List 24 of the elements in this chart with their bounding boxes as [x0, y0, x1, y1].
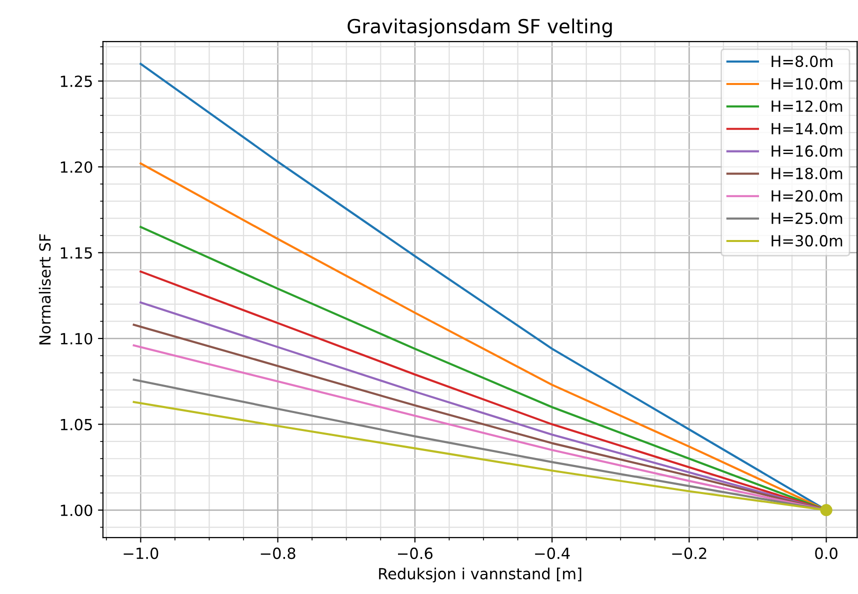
legend-label: H=18.0m — [772, 168, 842, 180]
legend-label: H=16.0m — [772, 145, 842, 157]
y-tick-label: 1.25 — [60, 76, 92, 88]
y-tick-label: 1.10 — [60, 332, 92, 345]
chart-title: Gravitasjonsdam SF velting — [348, 18, 612, 38]
legend-label: H=30.0m — [772, 235, 842, 247]
x-tick-label: −1.0 — [124, 548, 158, 560]
y-axis-title: Normalisert SF — [38, 234, 51, 344]
x-tick-label: −0.4 — [535, 548, 570, 560]
x-tick-label: −0.8 — [260, 548, 296, 560]
x-axis-title: Reduksjon i vannstand [m] — [379, 568, 582, 582]
x-tick-label: −0.6 — [398, 548, 433, 560]
legend-label: H=12.0m — [772, 100, 842, 112]
y-tick-label: 1.20 — [60, 161, 92, 173]
y-tick-label: 1.15 — [60, 247, 92, 259]
x-tick-label: 0.0 — [815, 548, 838, 560]
x-tick-label: −0.2 — [672, 548, 706, 560]
legend-label: H=20.0m — [772, 190, 842, 202]
legend-label: H=25.0m — [772, 212, 842, 224]
legend-label: H=14.0m — [772, 122, 842, 134]
legend-label: H=10.0m — [772, 78, 842, 90]
y-tick-label: 1.05 — [60, 418, 92, 430]
legend-label: H=8.0m — [772, 56, 832, 68]
y-tick-label: 1.00 — [60, 504, 92, 516]
